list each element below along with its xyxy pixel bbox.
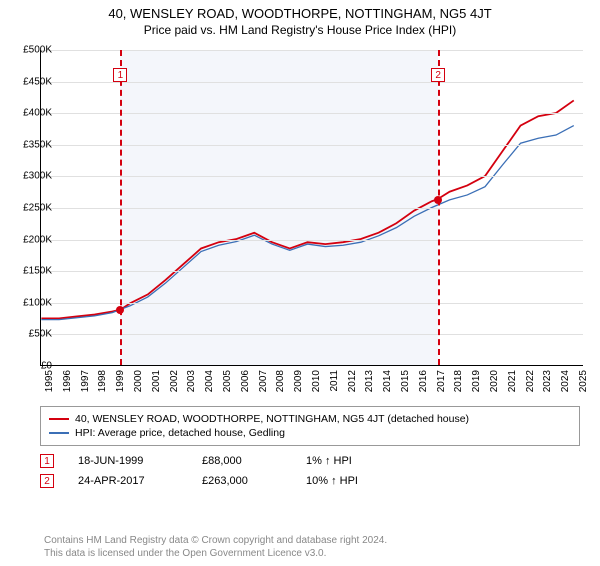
attribution-line2: This data is licensed under the Open Gov… [44, 547, 387, 560]
x-axis-label: 2024 [560, 370, 571, 400]
y-axis-label: £400K [12, 108, 52, 119]
x-axis-label: 2020 [489, 370, 500, 400]
x-axis-label: 2010 [311, 370, 322, 400]
x-axis-label: 2007 [258, 370, 269, 400]
x-axis-label: 2017 [436, 370, 447, 400]
event-marker-box: 2 [431, 68, 445, 82]
x-axis-label: 2018 [453, 370, 464, 400]
event-date: 24-APR-2017 [78, 475, 178, 487]
x-axis-label: 2000 [133, 370, 144, 400]
plot-area: 12 [40, 50, 583, 366]
event-delta: 10% ↑ HPI [306, 475, 358, 487]
x-axis-label: 2005 [222, 370, 233, 400]
legend-swatch [49, 418, 69, 420]
x-axis-label: 2025 [578, 370, 589, 400]
legend-label: HPI: Average price, detached house, Gedl… [75, 427, 285, 439]
x-axis-label: 1995 [44, 370, 55, 400]
chart-root: 40, WENSLEY ROAD, WOODTHORPE, NOTTINGHAM… [0, 6, 600, 566]
event-row: 2 24-APR-2017 £263,000 10% ↑ HPI [40, 474, 580, 488]
x-axis-label: 2012 [347, 370, 358, 400]
chart-title: 40, WENSLEY ROAD, WOODTHORPE, NOTTINGHAM… [0, 6, 600, 21]
event-row: 1 18-JUN-1999 £88,000 1% ↑ HPI [40, 454, 580, 468]
attribution: Contains HM Land Registry data © Crown c… [44, 534, 387, 560]
y-axis-label: £100K [12, 297, 52, 308]
attribution-line1: Contains HM Land Registry data © Crown c… [44, 534, 387, 547]
legend-block: 40, WENSLEY ROAD, WOODTHORPE, NOTTINGHAM… [40, 406, 580, 494]
x-axis-label: 2013 [364, 370, 375, 400]
legend-label: 40, WENSLEY ROAD, WOODTHORPE, NOTTINGHAM… [75, 413, 469, 425]
x-axis-label: 1997 [80, 370, 91, 400]
legend-box: 40, WENSLEY ROAD, WOODTHORPE, NOTTINGHAM… [40, 406, 580, 446]
legend-row: HPI: Average price, detached house, Gedl… [49, 427, 571, 439]
legend-swatch [49, 432, 69, 434]
x-axis-label: 2009 [293, 370, 304, 400]
x-axis-label: 2016 [418, 370, 429, 400]
y-axis-label: £250K [12, 203, 52, 214]
legend-row: 40, WENSLEY ROAD, WOODTHORPE, NOTTINGHAM… [49, 413, 571, 425]
sale-point [116, 306, 124, 314]
y-axis-label: £200K [12, 234, 52, 245]
event-number-box: 1 [40, 454, 54, 468]
x-axis-label: 2019 [471, 370, 482, 400]
event-price: £88,000 [202, 455, 282, 467]
x-axis-label: 2001 [151, 370, 162, 400]
y-axis-label: £50K [12, 329, 52, 340]
x-axis-label: 2006 [240, 370, 251, 400]
x-axis-label: 1999 [115, 370, 126, 400]
x-axis-label: 2003 [186, 370, 197, 400]
event-number-box: 2 [40, 474, 54, 488]
x-axis-label: 2014 [382, 370, 393, 400]
x-axis-label: 2011 [329, 370, 340, 400]
event-delta: 1% ↑ HPI [306, 455, 352, 467]
y-axis-label: £300K [12, 171, 52, 182]
event-price: £263,000 [202, 475, 282, 487]
event-marker-box: 1 [113, 68, 127, 82]
chart-subtitle: Price paid vs. HM Land Registry's House … [0, 23, 600, 37]
x-axis-label: 2021 [507, 370, 518, 400]
x-axis-label: 2023 [542, 370, 553, 400]
x-axis-label: 2002 [169, 370, 180, 400]
event-line [120, 50, 122, 365]
y-axis-label: £450K [12, 76, 52, 87]
x-axis-label: 2008 [275, 370, 286, 400]
y-axis-label: £500K [12, 45, 52, 56]
event-line [438, 50, 440, 365]
event-date: 18-JUN-1999 [78, 455, 178, 467]
sale-point [434, 196, 442, 204]
events-list: 1 18-JUN-1999 £88,000 1% ↑ HPI 2 24-APR-2017 £… [40, 454, 580, 488]
x-axis-label: 1996 [62, 370, 73, 400]
x-axis-label: 2004 [204, 370, 215, 400]
x-axis-label: 1998 [97, 370, 108, 400]
x-axis-label: 2015 [400, 370, 411, 400]
x-axis-label: 2022 [525, 370, 536, 400]
y-axis-label: £150K [12, 266, 52, 277]
y-axis-label: £350K [12, 139, 52, 150]
